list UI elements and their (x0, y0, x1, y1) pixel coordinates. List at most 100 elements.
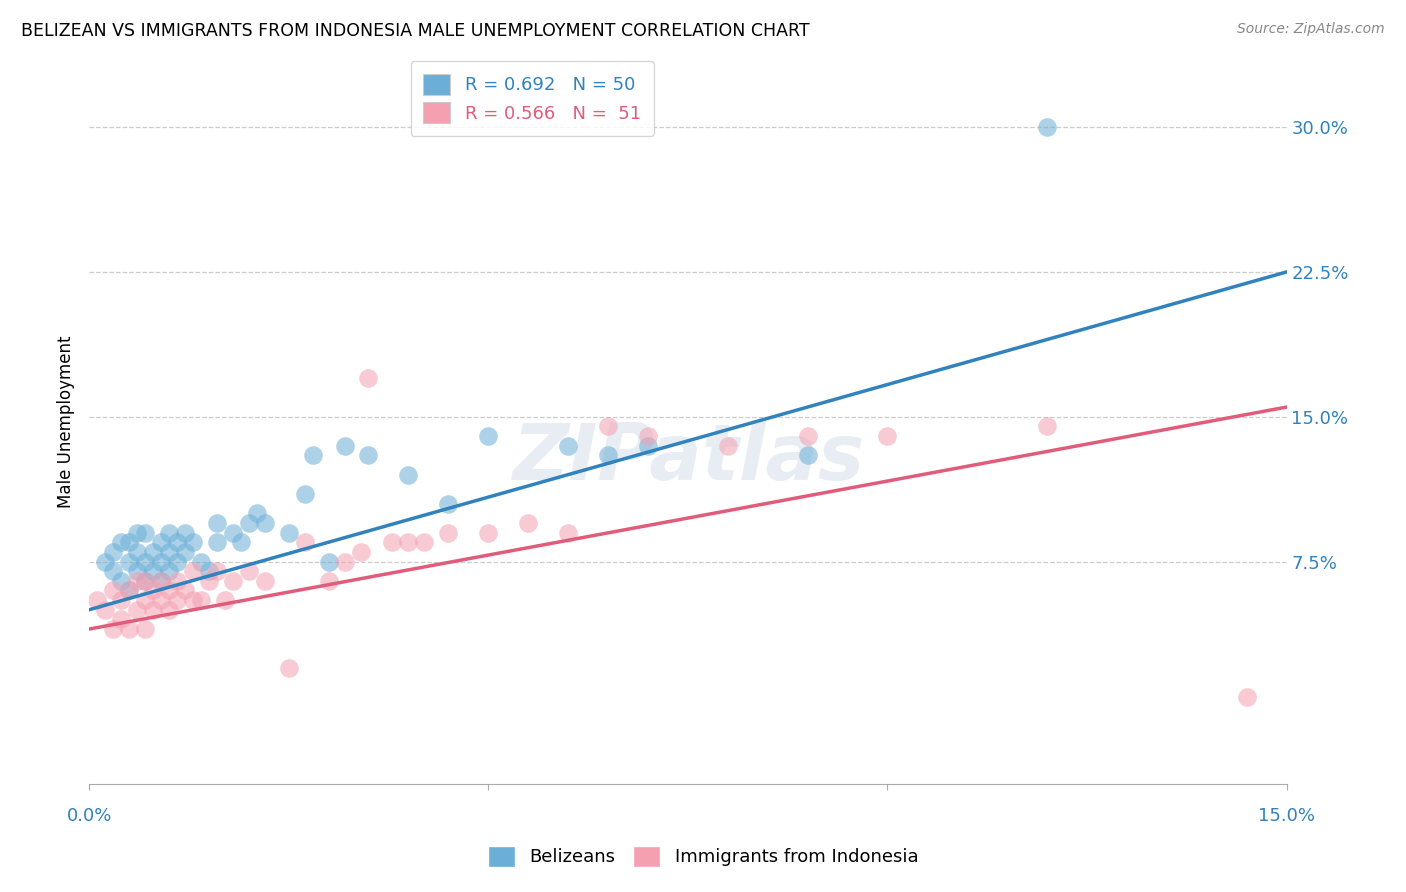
Point (134, 622, 156, 636)
Point (437, 525, 460, 540)
Point (134, 593, 156, 607)
Y-axis label: Male Unemployment: Male Unemployment (58, 335, 75, 508)
Point (198, 564, 221, 578)
Point (166, 554, 188, 568)
Legend: Belizeans, Immigrants from Indonesia: Belizeans, Immigrants from Indonesia (481, 838, 925, 874)
Point (134, 574, 156, 588)
Point (125, 574, 148, 588)
Point (637, 429, 659, 443)
Text: 0.0%: 0.0% (66, 806, 111, 825)
Point (149, 554, 172, 568)
Point (796, 448, 818, 462)
Point (173, 583, 195, 598)
Point (181, 564, 204, 578)
Point (477, 525, 499, 540)
Point (190, 554, 212, 568)
Point (181, 535, 204, 549)
Point (557, 439, 579, 453)
Point (142, 583, 165, 598)
Point (413, 535, 436, 549)
Point (214, 593, 236, 607)
Point (110, 574, 132, 588)
Point (357, 448, 380, 462)
Point (437, 497, 460, 511)
Point (118, 535, 141, 549)
Point (222, 525, 245, 540)
Point (149, 574, 172, 588)
Point (118, 622, 141, 636)
Point (110, 612, 132, 626)
Text: ZIPatlas: ZIPatlas (512, 420, 863, 496)
Point (94, 603, 117, 617)
Point (396, 535, 419, 549)
Point (198, 574, 221, 588)
Point (277, 525, 299, 540)
Text: Source: ZipAtlas.com: Source: ZipAtlas.com (1237, 22, 1385, 37)
Point (205, 564, 228, 578)
Point (86, 593, 108, 607)
Point (166, 574, 188, 588)
Point (134, 554, 156, 568)
Point (876, 429, 898, 443)
Point (110, 593, 132, 607)
Point (1036, 419, 1059, 434)
Point (253, 574, 276, 588)
Text: BELIZEAN VS IMMIGRANTS FROM INDONESIA MALE UNEMPLOYMENT CORRELATION CHART: BELIZEAN VS IMMIGRANTS FROM INDONESIA MA… (21, 22, 810, 40)
Point (118, 554, 141, 568)
Point (222, 574, 245, 588)
Point (157, 545, 180, 559)
Point (246, 506, 269, 520)
Point (134, 574, 156, 588)
Point (357, 371, 380, 385)
Point (557, 525, 579, 540)
Point (142, 564, 165, 578)
Point (253, 516, 276, 530)
Point (318, 574, 340, 588)
Point (101, 583, 124, 598)
Point (1236, 690, 1258, 704)
Point (101, 564, 124, 578)
Point (301, 448, 323, 462)
Point (166, 535, 188, 549)
Point (101, 545, 124, 559)
Point (796, 429, 818, 443)
Point (134, 525, 156, 540)
Point (294, 535, 316, 549)
Point (229, 535, 252, 549)
Point (118, 583, 141, 598)
Point (277, 661, 299, 675)
Point (173, 525, 195, 540)
Point (181, 593, 204, 607)
Point (205, 535, 228, 549)
Point (173, 545, 195, 559)
Point (166, 593, 188, 607)
Point (149, 535, 172, 549)
Point (294, 487, 316, 501)
Point (118, 583, 141, 598)
Point (396, 467, 419, 482)
Point (157, 525, 180, 540)
Point (149, 574, 172, 588)
Point (477, 429, 499, 443)
Point (149, 593, 172, 607)
Point (190, 593, 212, 607)
Point (142, 603, 165, 617)
Point (101, 622, 124, 636)
Point (205, 516, 228, 530)
Point (125, 603, 148, 617)
Point (125, 564, 148, 578)
Point (596, 448, 619, 462)
Point (238, 516, 260, 530)
Point (517, 516, 540, 530)
Point (238, 564, 260, 578)
Legend: R = 0.692   N = 50, R = 0.566   N =  51: R = 0.692 N = 50, R = 0.566 N = 51 (411, 62, 654, 136)
Point (94, 554, 117, 568)
Point (333, 554, 356, 568)
Point (142, 545, 165, 559)
Point (381, 535, 404, 549)
Point (125, 525, 148, 540)
Point (637, 439, 659, 453)
Point (318, 554, 340, 568)
Point (125, 545, 148, 559)
Point (157, 564, 180, 578)
